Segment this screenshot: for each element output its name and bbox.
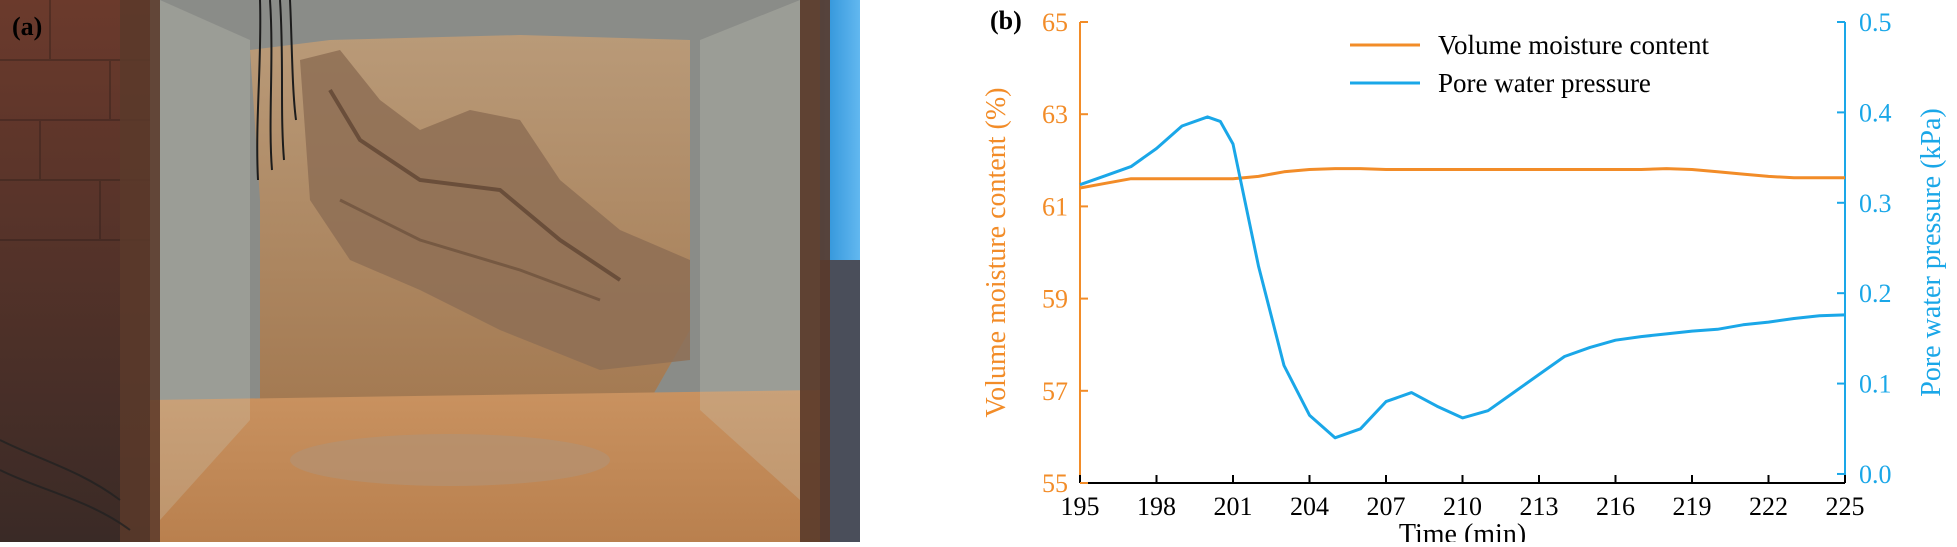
series-line-pressure bbox=[1079, 115, 1846, 440]
x-tick-label: 207 bbox=[1367, 492, 1406, 521]
legend-label-0: Volume moisture content bbox=[1438, 30, 1709, 60]
soil-slope-flume-photo-icon bbox=[0, 0, 860, 542]
y-right-tick-label: 0.2 bbox=[1859, 279, 1892, 308]
legend-label-1: Pore water pressure bbox=[1438, 68, 1651, 98]
y-axis-left-label: Volume moisture content (%) bbox=[981, 88, 1012, 418]
series-line-moisture bbox=[1079, 167, 1845, 190]
y-right-tick-label: 0.3 bbox=[1859, 189, 1892, 218]
y-right-tick-label: 0.5 bbox=[1859, 8, 1892, 37]
x-tick-label: 204 bbox=[1290, 492, 1329, 521]
line-chart: 195 198 201 204 207 210 213 216 219 222 225 55 57 59 6… bbox=[981, 8, 1947, 547]
x-tick-label: 222 bbox=[1749, 492, 1788, 521]
x-tick-label: 210 bbox=[1443, 492, 1482, 521]
y-right-tick-label: 0.4 bbox=[1859, 98, 1892, 127]
y-axis-right-label: Pore water pressure (kPa) bbox=[1916, 108, 1947, 396]
y-left-tick-label: 61 bbox=[1042, 192, 1068, 221]
y-left-tick-label: 65 bbox=[1042, 8, 1068, 37]
chart-panel: 195 198 201 204 207 210 213 216 219 222 225 55 57 59 6… bbox=[860, 0, 1957, 547]
y-left-tick-label: 59 bbox=[1042, 285, 1068, 314]
x-tick-label: 216 bbox=[1596, 492, 1635, 521]
y-left-tick-label: 63 bbox=[1042, 100, 1068, 129]
x-tick-label: 225 bbox=[1826, 492, 1865, 521]
x-tick-label: 195 bbox=[1061, 492, 1100, 521]
y-right-tick-label: 0.1 bbox=[1859, 370, 1892, 399]
x-tick-label: 213 bbox=[1520, 492, 1559, 521]
y-left-tick-label: 55 bbox=[1042, 469, 1068, 498]
flume-photo: (a) bbox=[0, 0, 860, 542]
x-axis-label: Time (min) bbox=[1399, 519, 1526, 542]
chart-axes: 195 198 201 204 207 210 213 216 219 222 225 55 57 59 6… bbox=[981, 8, 1947, 547]
y-right-tick-label: 0.0 bbox=[1859, 460, 1892, 489]
chart-series bbox=[1079, 115, 1846, 440]
panel-a-label: (a) bbox=[12, 12, 43, 41]
x-tick-label: 201 bbox=[1214, 492, 1253, 521]
chart-legend: Volume moisture content Pore water pressu… bbox=[1350, 30, 1709, 98]
y-left-tick-label: 57 bbox=[1042, 377, 1068, 406]
panel-b-label: (b) bbox=[990, 6, 1022, 35]
x-tick-label: 219 bbox=[1673, 492, 1712, 521]
x-tick-label: 198 bbox=[1137, 492, 1176, 521]
